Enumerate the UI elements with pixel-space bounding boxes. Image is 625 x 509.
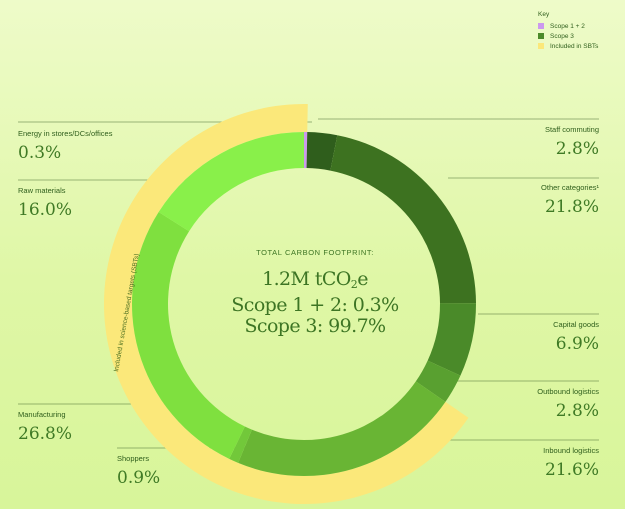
label-other-categories-value: 21.8% [544, 197, 599, 217]
slice-raw-materials [158, 132, 304, 232]
slice-staff-commuting [306, 132, 338, 171]
label-inbound-logistics-name: Inbound logistics [543, 446, 599, 455]
legend-swatch-scope12 [538, 23, 544, 29]
slice-other-categories [330, 135, 476, 304]
label-shoppers: Shoppers 0.9% [117, 454, 160, 488]
legend-swatch-scope3 [538, 33, 544, 39]
total-prefix: 1.2M tCO [262, 268, 351, 290]
label-raw-materials: Raw materials 16.0% [18, 186, 72, 220]
label-outbound-logistics: Outbound logistics 2.8% [537, 387, 599, 421]
label-manufacturing-name: Manufacturing [18, 410, 66, 419]
label-inbound-logistics: Inbound logistics 21.6% [543, 446, 599, 480]
label-staff-commuting-name: Staff commuting [544, 125, 599, 134]
total-footprint: 1.2M tCO2e [200, 269, 430, 295]
label-outbound-logistics-value: 2.8% [555, 401, 599, 421]
scope3-total: Scope 3: 99.7% [244, 315, 386, 337]
label-capital-goods-value: 6.9% [555, 334, 599, 354]
legend-item-sbt: Included in SBTs [538, 41, 598, 51]
label-energy: Energy in stores/DCs/offices 0.3% [18, 129, 112, 163]
label-capital-goods-name: Capital goods [553, 320, 599, 329]
donut-slices [131, 132, 477, 476]
slice-shoppers [229, 426, 252, 463]
label-outbound-logistics-name: Outbound logistics [537, 387, 599, 396]
scope12-total: Scope 1 + 2: 0.3% [231, 294, 399, 316]
label-shoppers-name: Shoppers [117, 454, 150, 463]
legend-label-scope12: Scope 1 + 2 [550, 22, 585, 30]
center-summary: TOTAL CARBON FOOTPRINT: 1.2M tCO2e Scope… [200, 248, 430, 337]
label-other-categories-name: Other categories¹ [541, 183, 599, 192]
label-raw-materials-name: Raw materials [18, 186, 66, 195]
label-manufacturing-value: 26.8% [18, 424, 73, 444]
total-suffix: e [357, 268, 368, 290]
legend-item-scope12: Scope 1 + 2 [538, 21, 598, 31]
legend-label-sbt: Included in SBTs [550, 42, 599, 50]
slice-outbound-logistics [415, 360, 461, 402]
label-raw-materials-value: 16.0% [18, 200, 73, 220]
legend-label-scope3: Scope 3 [550, 32, 574, 40]
legend-swatch-sbt [538, 43, 544, 49]
slice-manufacturing [131, 211, 245, 459]
label-shoppers-value: 0.9% [117, 468, 161, 488]
label-other-categories: Other categories¹ 21.8% [541, 183, 599, 217]
label-inbound-logistics-value: 21.6% [544, 460, 599, 480]
total-subscript: 2 [350, 278, 358, 291]
label-staff-commuting: Staff commuting 2.8% [545, 125, 599, 159]
slice-energy-in-stores-dcs-offices [304, 132, 308, 169]
label-staff-commuting-value: 2.8% [555, 139, 599, 159]
center-heading: TOTAL CARBON FOOTPRINT: [256, 248, 374, 257]
label-energy-name: Energy in stores/DCs/offices [18, 129, 113, 138]
label-capital-goods: Capital goods 6.9% [553, 320, 599, 354]
slice-inbound-logistics [238, 381, 446, 476]
label-manufacturing: Manufacturing 26.8% [18, 410, 72, 444]
legend-item-scope3: Scope 3 [538, 31, 598, 41]
label-energy-value: 0.3% [18, 143, 62, 163]
slice-capital-goods [427, 303, 477, 376]
legend-title: Key [538, 11, 550, 18]
legend: Key Scope 1 + 2 Scope 3 Included in SBTs [538, 11, 598, 51]
